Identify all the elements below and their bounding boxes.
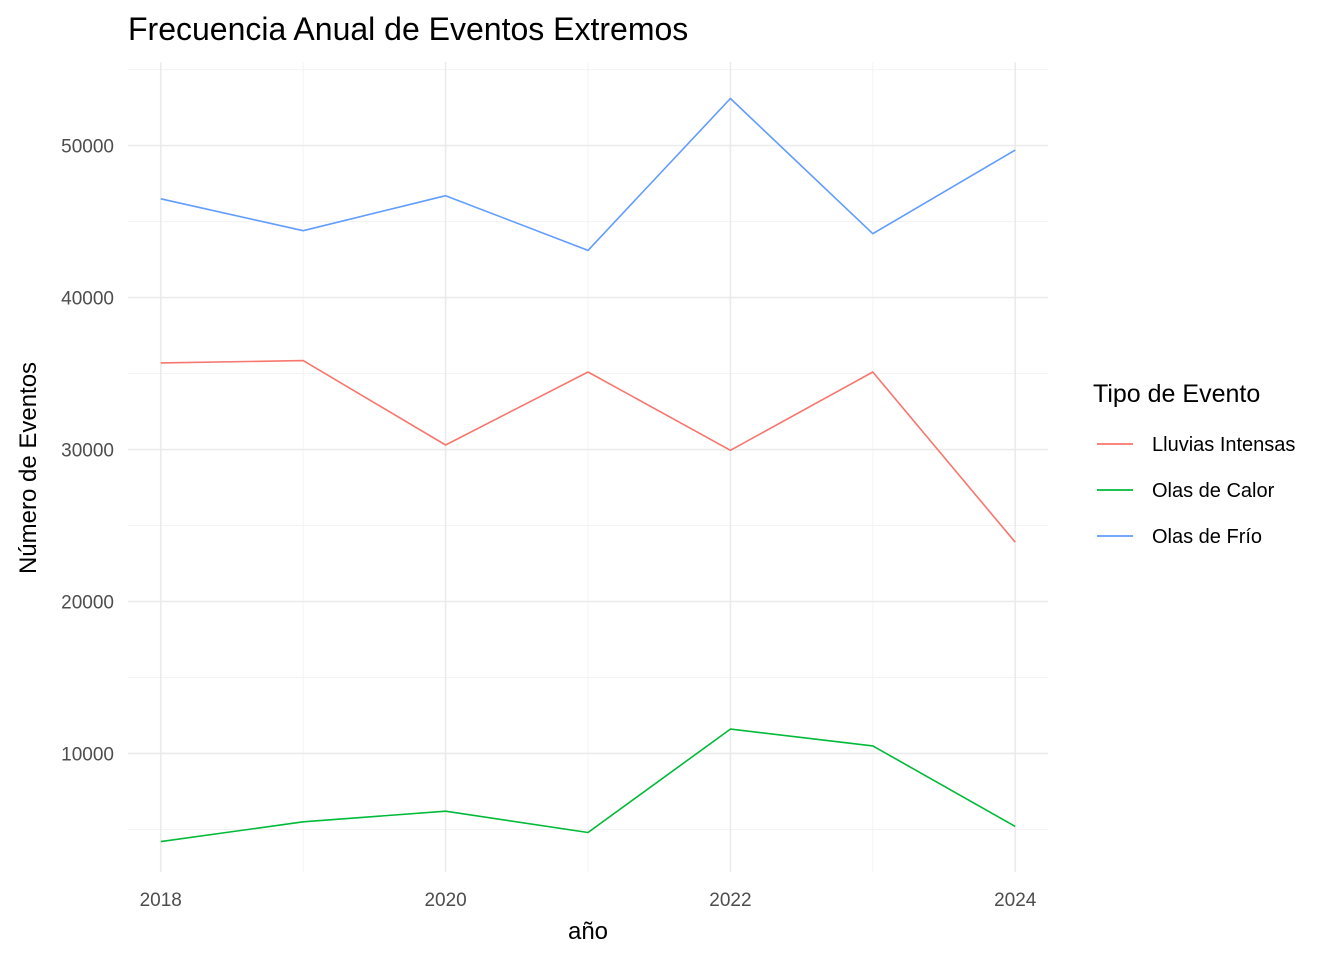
x-axis-tick-labels: 2018 2020 2022 2024: [140, 890, 1037, 911]
series-line-lluvias-intensas: [160, 359, 1016, 543]
x-tick-label: 2018: [140, 890, 182, 911]
x-tick-label: 2020: [424, 890, 466, 911]
y-tick-label: 20000: [61, 592, 114, 613]
y-axis-tick-labels: 10000 20000 30000 40000 50000: [61, 137, 114, 766]
legend-item: Olas de Calor: [1097, 480, 1275, 502]
series-lines: [160, 97, 1016, 843]
y-tick-label: 10000: [61, 744, 114, 765]
x-tick-label: 2022: [709, 890, 751, 911]
legend-items: Lluvias Intensas Olas de Calor Olas de Frí…: [1097, 434, 1295, 548]
legend-item: Olas de Frío: [1097, 526, 1262, 548]
legend-label: Olas de Frío: [1152, 526, 1262, 548]
legend: Tipo de Evento Lluvias Intensas Olas de C…: [1093, 380, 1295, 548]
series-line-olas-de-fr-o: [160, 97, 1016, 252]
minor-gridlines: [128, 62, 1048, 872]
major-gridlines: [128, 62, 1048, 872]
y-axis-title: Número de Eventos: [15, 362, 42, 574]
legend-title: Tipo de Evento: [1093, 380, 1260, 408]
chart-title: Frecuencia Anual de Eventos Extremos: [128, 11, 688, 47]
x-tick-label: 2024: [994, 890, 1037, 911]
legend-label: Lluvias Intensas: [1152, 434, 1295, 456]
series-line-olas-de-calor: [160, 728, 1016, 843]
x-axis-title: año: [568, 918, 608, 945]
y-tick-label: 30000: [61, 441, 114, 462]
y-tick-label: 50000: [61, 137, 114, 158]
legend-item: Lluvias Intensas: [1097, 434, 1295, 456]
legend-label: Olas de Calor: [1152, 480, 1275, 502]
y-tick-label: 40000: [61, 289, 114, 310]
